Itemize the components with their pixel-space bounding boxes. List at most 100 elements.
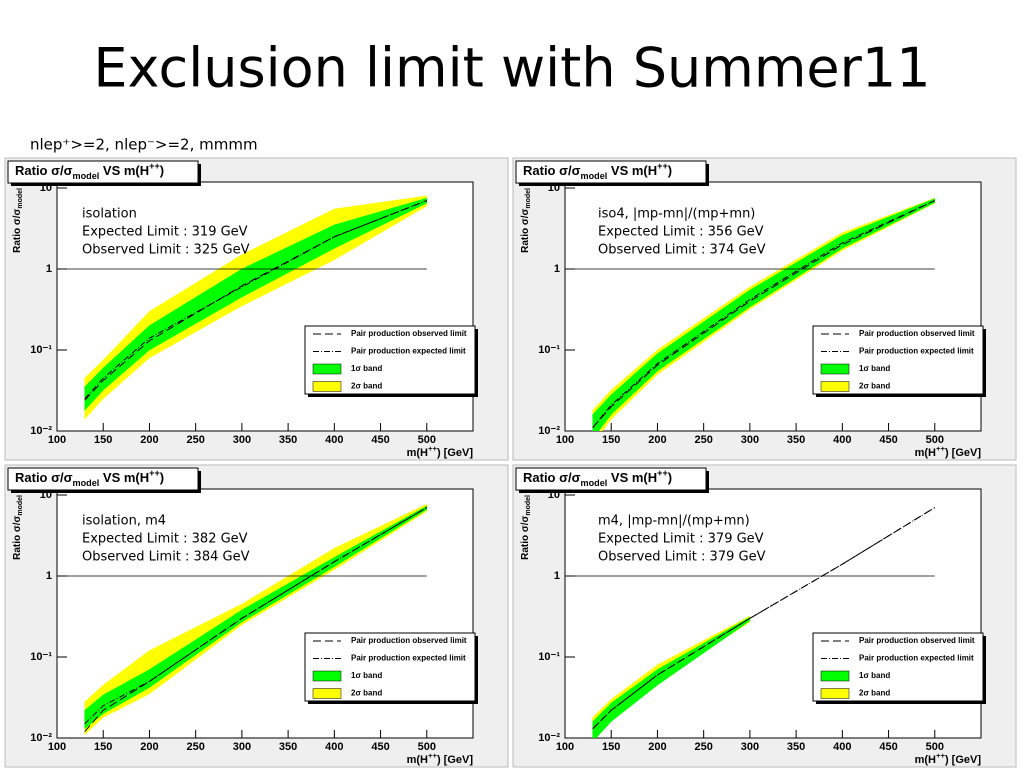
x-tick-label: 250: [186, 741, 204, 753]
text-segment: Ratio σ/σ: [12, 208, 23, 252]
limit-line: [84, 507, 428, 725]
x-tick-label: 150: [602, 741, 620, 753]
chart-title: Ratio σ/σmodel VS m(H++): [15, 468, 164, 488]
x-tick-label: 100: [556, 741, 574, 753]
annotation: Observed Limit : 379 GeV: [598, 550, 766, 565]
text-segment: model: [73, 171, 100, 181]
x-tick-label: 300: [741, 741, 759, 753]
x-tick-label: 200: [140, 741, 158, 753]
text-segment: model: [17, 188, 24, 209]
x-tick-label: 500: [926, 434, 944, 446]
legend-label: 1σ band: [351, 364, 382, 373]
x-tick-label: 300: [233, 434, 251, 446]
legend-label: Pair production observed limit: [859, 636, 975, 645]
y-tick-label: 10⁻¹: [30, 344, 52, 356]
annotation: isolation, m4: [82, 514, 166, 529]
text-segment: ++: [936, 444, 945, 453]
x-tick-label: 100: [48, 741, 66, 753]
y-axis-label: Ratio σ/σmodel: [12, 495, 25, 560]
text-segment: ++: [657, 161, 668, 171]
text-segment: ): [160, 470, 164, 485]
text-segment: m(H: [407, 754, 428, 766]
text-segment: ): [668, 163, 672, 178]
x-tick-label: 350: [787, 741, 805, 753]
limit-line: [592, 200, 935, 428]
x-tick-label: 500: [926, 741, 944, 753]
annotation: Observed Limit : 384 GeV: [82, 550, 250, 565]
legend-label: 2σ band: [351, 689, 382, 698]
y-tick-label: 10⁻²: [538, 732, 560, 744]
text-segment: ++: [149, 468, 160, 478]
text-segment: model: [581, 171, 608, 181]
chart-panel: 100 150 200 250 300 350 400 450 50010⁻²10⁻¹110m(…: [4, 157, 509, 461]
annotation: Observed Limit : 325 GeV: [82, 243, 250, 258]
legend-label: 1σ band: [859, 364, 890, 373]
plot-content: [84, 503, 428, 736]
x-tick-label: 150: [94, 741, 112, 753]
y-axis-label: Ratio σ/σmodel: [12, 188, 25, 253]
annotation: m4, |mp-mn|/(mp+mn): [598, 514, 750, 529]
y-tick-label: 10⁻²: [30, 732, 52, 744]
limit-line: [592, 200, 935, 428]
annotation: iso4, |mp-mn|/(mp+mn): [598, 207, 755, 222]
text-segment: VS m(H: [607, 163, 657, 178]
title-box: [515, 467, 707, 491]
text-segment: m(H: [915, 447, 936, 459]
x-tick-label: 250: [186, 434, 204, 446]
x-tick-label: 200: [140, 434, 158, 446]
annotation: Expected Limit : 319 GeV: [82, 225, 248, 240]
x-tick-label: 200: [648, 434, 666, 446]
text-segment: ++: [149, 161, 160, 171]
annotation: isolation: [82, 207, 137, 222]
x-axis-label: m(H++) [GeV]: [407, 444, 474, 459]
legend-swatch: [312, 363, 342, 375]
y-tick-label: 10⁻¹: [30, 651, 52, 663]
text-segment: model: [581, 478, 608, 488]
text-segment: model: [17, 495, 24, 516]
x-tick-label: 250: [694, 741, 712, 753]
y-tick-label: 1: [46, 570, 52, 582]
limit-line: [592, 507, 936, 730]
x-tick-label: 400: [325, 434, 343, 446]
x-tick-label: 450: [879, 741, 897, 753]
band-segment: [657, 616, 751, 686]
x-tick-label: 300: [741, 434, 759, 446]
text-segment: VS m(H: [607, 470, 657, 485]
slide-subtitle: nlep⁺>=2, nlep⁻>=2, mmmm: [30, 136, 258, 154]
title-box: [7, 160, 199, 184]
legend-box: [304, 325, 476, 395]
legend-label: 2σ band: [859, 689, 890, 698]
legend-label: 1σ band: [859, 671, 890, 680]
legend-label: 2σ band: [859, 382, 890, 391]
chart-title: Ratio σ/σmodel VS m(H++): [523, 161, 672, 181]
x-tick-label: 100: [556, 434, 574, 446]
text-segment: VS m(H: [99, 163, 149, 178]
limit-line: [84, 200, 427, 400]
text-segment: ) [GeV]: [437, 754, 473, 766]
title-box: [515, 160, 707, 184]
chart-panel: 100 150 200 250 300 350 400 450 50010⁻²10⁻¹110m(…: [512, 157, 1017, 461]
legend-label: Pair production observed limit: [351, 636, 467, 645]
legend-label: Pair production expected limit: [351, 654, 466, 663]
y-tick-label: 10⁻¹: [538, 344, 560, 356]
x-tick-label: 150: [602, 434, 620, 446]
plot-content: [592, 197, 936, 431]
y-tick-label: 1: [554, 570, 560, 582]
legend-swatch: [312, 688, 342, 699]
annotation: Observed Limit : 374 GeV: [598, 243, 766, 258]
x-tick-label: 300: [233, 741, 251, 753]
text-segment: ++: [657, 468, 668, 478]
text-segment: Ratio σ/σ: [15, 163, 73, 178]
y-tick-label: 10⁻¹: [538, 651, 560, 663]
legend-label: 2σ band: [351, 382, 382, 391]
x-tick-label: 500: [418, 741, 436, 753]
text-segment: ): [668, 470, 672, 485]
x-tick-label: 400: [833, 741, 851, 753]
annotation: Expected Limit : 382 GeV: [82, 532, 248, 547]
text-segment: m(H: [915, 754, 936, 766]
legend-swatch: [820, 381, 850, 392]
text-segment: ): [160, 163, 164, 178]
text-segment: Ratio σ/σ: [15, 470, 73, 485]
legend-label: Pair production expected limit: [859, 654, 974, 663]
